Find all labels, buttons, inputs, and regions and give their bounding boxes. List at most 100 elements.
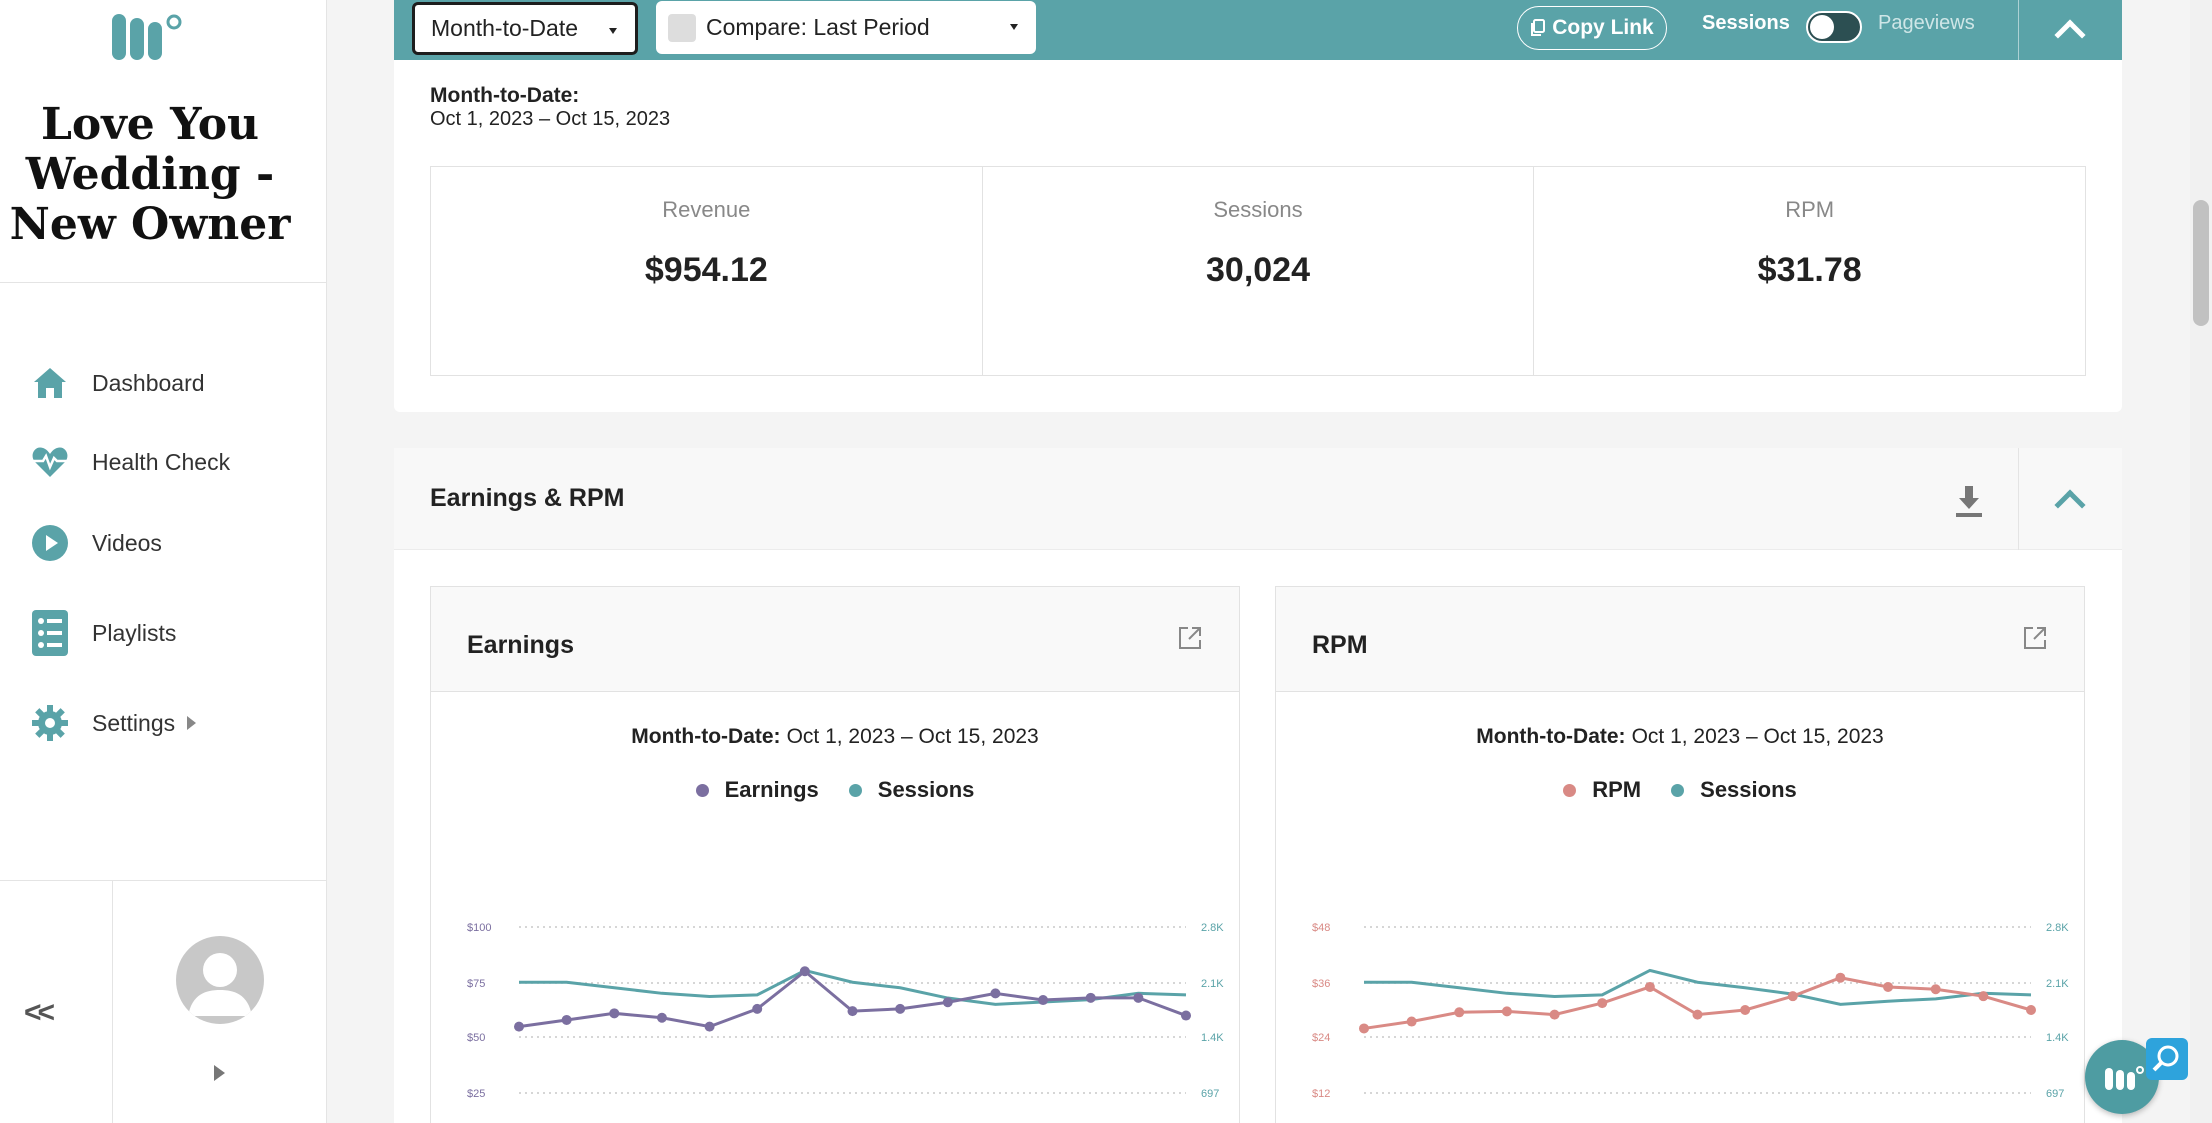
- rpm-chart-card: RPM Month-to-Date: Oct 1, 2023 – Oct 15, …: [1275, 586, 2085, 1123]
- caret-right-icon[interactable]: [214, 1065, 225, 1081]
- data-point[interactable]: [514, 1021, 524, 1032]
- data-point[interactable]: [942, 997, 953, 1008]
- data-point[interactable]: [752, 1003, 763, 1014]
- data-point[interactable]: [1085, 992, 1096, 1003]
- chart-legend: RPM Sessions: [1276, 777, 2084, 803]
- caret-right-icon: [187, 716, 197, 730]
- earnings-rpm-section: Earnings & RPM Earnings Month-to-Date: Oc…: [394, 448, 2122, 1123]
- sessions-pageviews-toggle[interactable]: [1806, 11, 1862, 43]
- y-right-tick-label: 697: [1201, 1088, 1219, 1100]
- data-point[interactable]: [1644, 981, 1655, 992]
- chart-period-label: Month-to-Date:: [1476, 725, 1626, 748]
- legend-label: Sessions: [877, 777, 975, 802]
- data-point[interactable]: [1787, 991, 1798, 1002]
- brand-logo[interactable]: [110, 8, 190, 62]
- y-right-tick-label: 2.8K: [1201, 922, 1224, 934]
- series-line-rpm: [1363, 976, 2032, 1030]
- sidebar-item-dashboard[interactable]: Dashboard: [30, 358, 205, 408]
- data-point[interactable]: [1181, 1010, 1191, 1021]
- data-point[interactable]: [1133, 992, 1144, 1003]
- legend-label: Earnings: [724, 777, 819, 802]
- sidebar-item-settings[interactable]: Settings: [30, 698, 197, 748]
- gear-icon: [30, 703, 70, 743]
- sidebar-item-label: Videos: [92, 529, 162, 556]
- sidebar-item-label: Playlists: [92, 619, 177, 646]
- section-header: Earnings & RPM: [394, 448, 2122, 550]
- data-point[interactable]: [1549, 1009, 1560, 1020]
- data-point[interactable]: [1835, 972, 1846, 983]
- data-point[interactable]: [609, 1008, 620, 1019]
- legend-dot: [1563, 783, 1577, 797]
- y-right-tick-label: 1.4K: [2046, 1032, 2069, 1044]
- legend-label: Sessions: [1700, 777, 1797, 802]
- compare-value: Compare: Last Period: [706, 14, 930, 40]
- data-point[interactable]: [1930, 984, 1941, 995]
- data-point[interactable]: [1740, 1005, 1751, 1015]
- sidebar-item-playlists[interactable]: Playlists: [30, 608, 176, 658]
- y-left-tick-label: $48: [1312, 922, 1330, 934]
- y-right-tick-label: 2.1K: [2046, 978, 2069, 990]
- collapse-section-chevron-up-icon[interactable]: [2054, 489, 2086, 521]
- download-icon[interactable]: [1954, 484, 1984, 518]
- data-point[interactable]: [1359, 1023, 1369, 1034]
- legend-item-sessions[interactable]: Sessions: [848, 777, 975, 803]
- legend-item-sessions[interactable]: Sessions: [1671, 777, 1797, 803]
- series-line-sessions: [519, 968, 1187, 1006]
- sidebar-divider: [0, 282, 327, 283]
- y-left-tick-label: $12: [1312, 1088, 1330, 1100]
- caret-down-icon: [1010, 24, 1018, 30]
- data-point[interactable]: [561, 1014, 572, 1025]
- external-link-icon[interactable]: [2022, 625, 2048, 651]
- data-point[interactable]: [1501, 1006, 1512, 1017]
- compare-select[interactable]: Compare: Last Period: [656, 1, 1036, 54]
- kpi-value: $31.78: [1757, 251, 1862, 289]
- data-point[interactable]: [799, 966, 810, 977]
- search-badge-button[interactable]: [2146, 1038, 2188, 1080]
- data-point[interactable]: [1038, 995, 1049, 1006]
- caret-down-icon: [609, 28, 617, 34]
- collapse-filters-chevron-up-icon[interactable]: [2054, 19, 2086, 51]
- kpi-label: Revenue: [662, 197, 751, 222]
- heartbeat-icon: [30, 442, 70, 482]
- data-point[interactable]: [847, 1006, 858, 1017]
- earnings-chart-card: Earnings Month-to-Date: Oct 1, 2023 – Oct…: [430, 586, 1240, 1123]
- y-right-tick-label: 1.4K: [1201, 1032, 1224, 1044]
- data-point[interactable]: [656, 1012, 667, 1023]
- y-left-tick-label: $100: [467, 922, 491, 934]
- data-point[interactable]: [2026, 1005, 2036, 1015]
- legend-dot: [695, 783, 709, 797]
- date-range-value: Month-to-Date: [431, 15, 579, 41]
- legend-item-earnings[interactable]: Earnings: [695, 777, 819, 803]
- play-icon: [30, 523, 70, 563]
- external-link-icon[interactable]: [1177, 625, 1203, 651]
- chart-legend: Earnings Sessions: [431, 777, 1239, 803]
- data-point[interactable]: [895, 1003, 906, 1014]
- data-point[interactable]: [704, 1021, 715, 1032]
- chart-title: RPM: [1312, 631, 1368, 659]
- home-icon: [30, 363, 70, 403]
- legend-item-rpm[interactable]: RPM: [1563, 777, 1641, 803]
- copy-link-button[interactable]: Copy Link: [1517, 6, 1667, 50]
- legend-dot: [1671, 783, 1685, 797]
- chart-date-range: Oct 1, 2023 – Oct 15, 2023: [1631, 725, 1884, 748]
- data-point[interactable]: [1454, 1007, 1465, 1018]
- data-point[interactable]: [1597, 998, 1608, 1009]
- summary-period-label: Month-to-Date:: [430, 84, 580, 107]
- data-point[interactable]: [990, 988, 1001, 999]
- sidebar-item-videos[interactable]: Videos: [30, 518, 162, 568]
- date-range-select[interactable]: Month-to-Date: [412, 2, 638, 55]
- data-point[interactable]: [1883, 981, 1894, 992]
- page-scrollbar[interactable]: [2190, 0, 2212, 1123]
- series-line-sessions: [1364, 968, 2032, 1006]
- sidebar-item-health-check[interactable]: Health Check: [30, 437, 230, 487]
- data-point[interactable]: [1406, 1016, 1417, 1027]
- kpi-revenue: Revenue $954.12: [431, 167, 983, 375]
- kpi-value: 30,024: [1206, 251, 1310, 289]
- collapse-sidebar-button[interactable]: <<: [24, 996, 55, 1029]
- search-icon: [2152, 1045, 2179, 1072]
- data-point[interactable]: [1978, 991, 1989, 1002]
- data-point[interactable]: [1692, 1009, 1703, 1020]
- y-right-tick-label: 2.8K: [2046, 922, 2069, 934]
- scrollbar-thumb[interactable]: [2193, 200, 2209, 326]
- avatar[interactable]: [176, 936, 264, 1024]
